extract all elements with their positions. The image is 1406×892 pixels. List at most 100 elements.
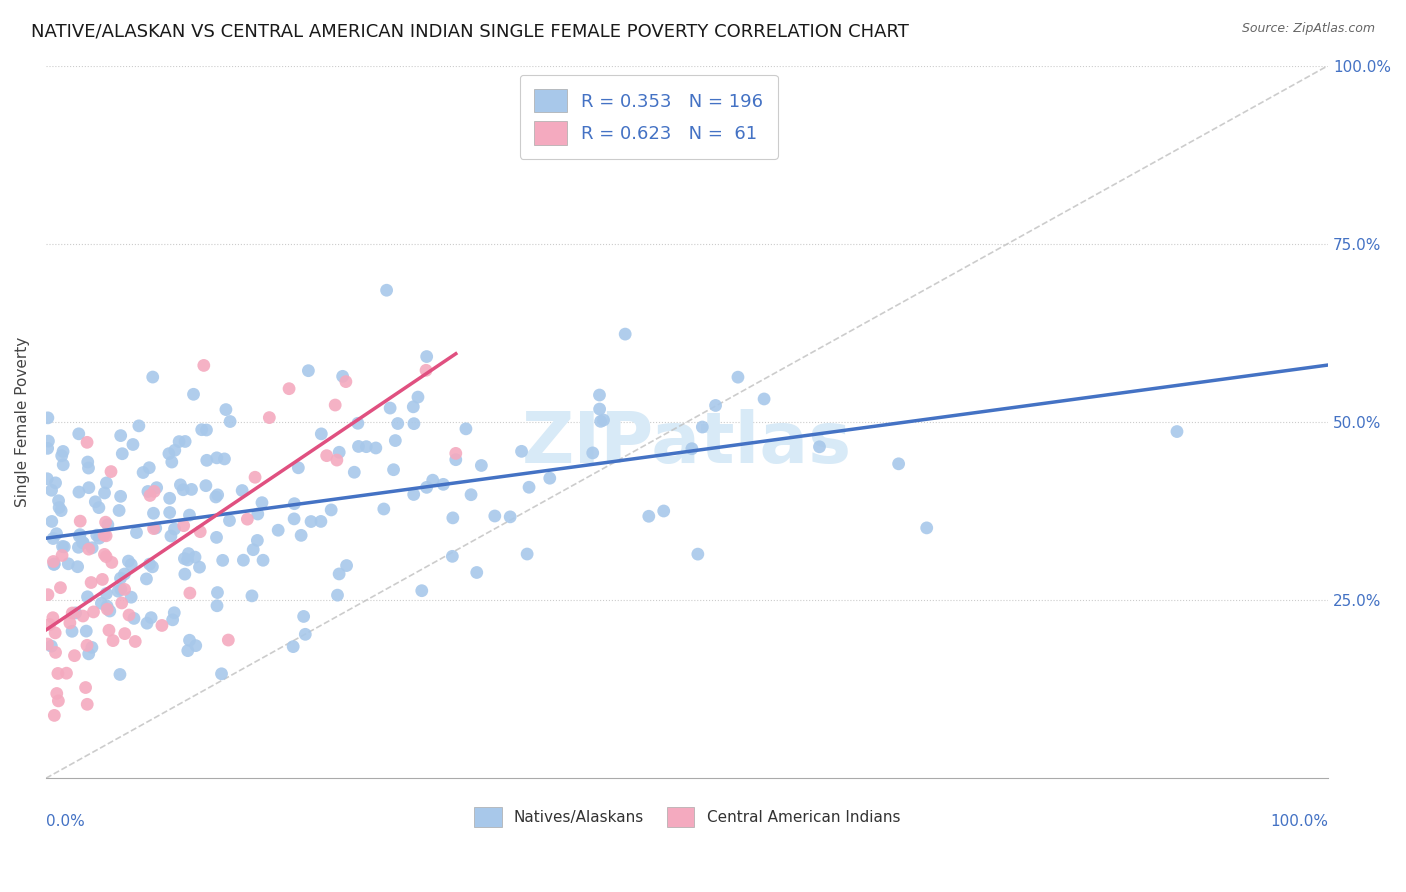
Point [179, 508, 201, 522]
Point [232, 553, 254, 567]
Point [236, 512, 259, 526]
Point [49, 503, 72, 517]
Point [67, 485, 90, 500]
Point [93, 528, 115, 542]
Point [205, 530, 228, 544]
Point [246, 533, 269, 548]
Point [91, 573, 114, 587]
Point [145, 481, 167, 495]
Point [614, 327, 637, 342]
Point [211, 553, 233, 567]
Text: ZIPatlas: ZIPatlas [522, 409, 852, 478]
Point [188, 524, 211, 539]
Point [96, 599, 118, 614]
Point [80, 575, 103, 590]
Point [592, 413, 614, 427]
Point [76, 590, 98, 604]
Point [75, 624, 97, 639]
Point [517, 480, 540, 494]
Point [179, 633, 201, 648]
Point [42, 558, 65, 572]
Point [180, 483, 202, 497]
Point [311, 426, 333, 441]
Point [136, 484, 159, 499]
Point [347, 417, 370, 431]
Point [184, 639, 207, 653]
Point [315, 449, 337, 463]
Point [373, 502, 395, 516]
Point [101, 556, 124, 570]
Text: NATIVE/ALASKAN VS CENTRAL AMERICAN INDIAN SINGLE FEMALE POVERTY CORRELATION CHAR: NATIVE/ALASKAN VS CENTRAL AMERICAN INDIA… [31, 22, 908, 40]
Point [60, 606, 83, 620]
Point [107, 584, 129, 599]
Point [37, 472, 59, 486]
Point [406, 390, 429, 404]
Point [242, 542, 264, 557]
Point [110, 582, 132, 597]
Point [120, 558, 142, 572]
Point [1166, 425, 1188, 439]
Point [328, 445, 350, 459]
Point [169, 478, 191, 492]
Point [402, 417, 425, 431]
Point [162, 613, 184, 627]
Point [38, 617, 60, 632]
Point [141, 559, 163, 574]
Point [176, 553, 198, 567]
Point [283, 497, 305, 511]
Point [454, 422, 477, 436]
Point [692, 420, 714, 434]
Point [188, 560, 211, 574]
Point [387, 417, 409, 431]
Point [112, 567, 135, 582]
Point [117, 554, 139, 568]
Point [402, 487, 425, 501]
Point [323, 398, 346, 412]
Point [278, 382, 301, 396]
Point [48, 493, 70, 508]
Point [283, 512, 305, 526]
Point [173, 551, 195, 566]
Point [37, 410, 59, 425]
Point [48, 694, 70, 708]
Point [76, 638, 98, 652]
Point [267, 523, 290, 537]
Point [98, 604, 121, 618]
Point [77, 461, 100, 475]
Point [142, 506, 165, 520]
Point [160, 455, 183, 469]
Point [135, 572, 157, 586]
Point [193, 359, 215, 373]
Text: 100.0%: 100.0% [1270, 814, 1329, 829]
Point [211, 666, 233, 681]
Point [45, 645, 67, 659]
Point [250, 496, 273, 510]
Point [67, 541, 90, 555]
Point [41, 483, 63, 498]
Point [240, 589, 263, 603]
Point [415, 350, 437, 364]
Point [111, 447, 134, 461]
Point [163, 606, 186, 620]
Point [294, 627, 316, 641]
Point [143, 484, 166, 499]
Point [114, 582, 136, 597]
Point [205, 450, 228, 465]
Point [287, 460, 309, 475]
Point [259, 410, 281, 425]
Point [77, 481, 100, 495]
Point [172, 483, 194, 497]
Point [215, 402, 238, 417]
Point [110, 428, 132, 442]
Point [290, 528, 312, 542]
Point [138, 460, 160, 475]
Point [120, 591, 142, 605]
Point [589, 414, 612, 428]
Point [49, 581, 72, 595]
Point [44, 708, 66, 723]
Y-axis label: Single Female Poverty: Single Female Poverty [15, 337, 30, 507]
Point [218, 514, 240, 528]
Point [499, 509, 522, 524]
Point [384, 434, 406, 448]
Point [217, 633, 239, 648]
